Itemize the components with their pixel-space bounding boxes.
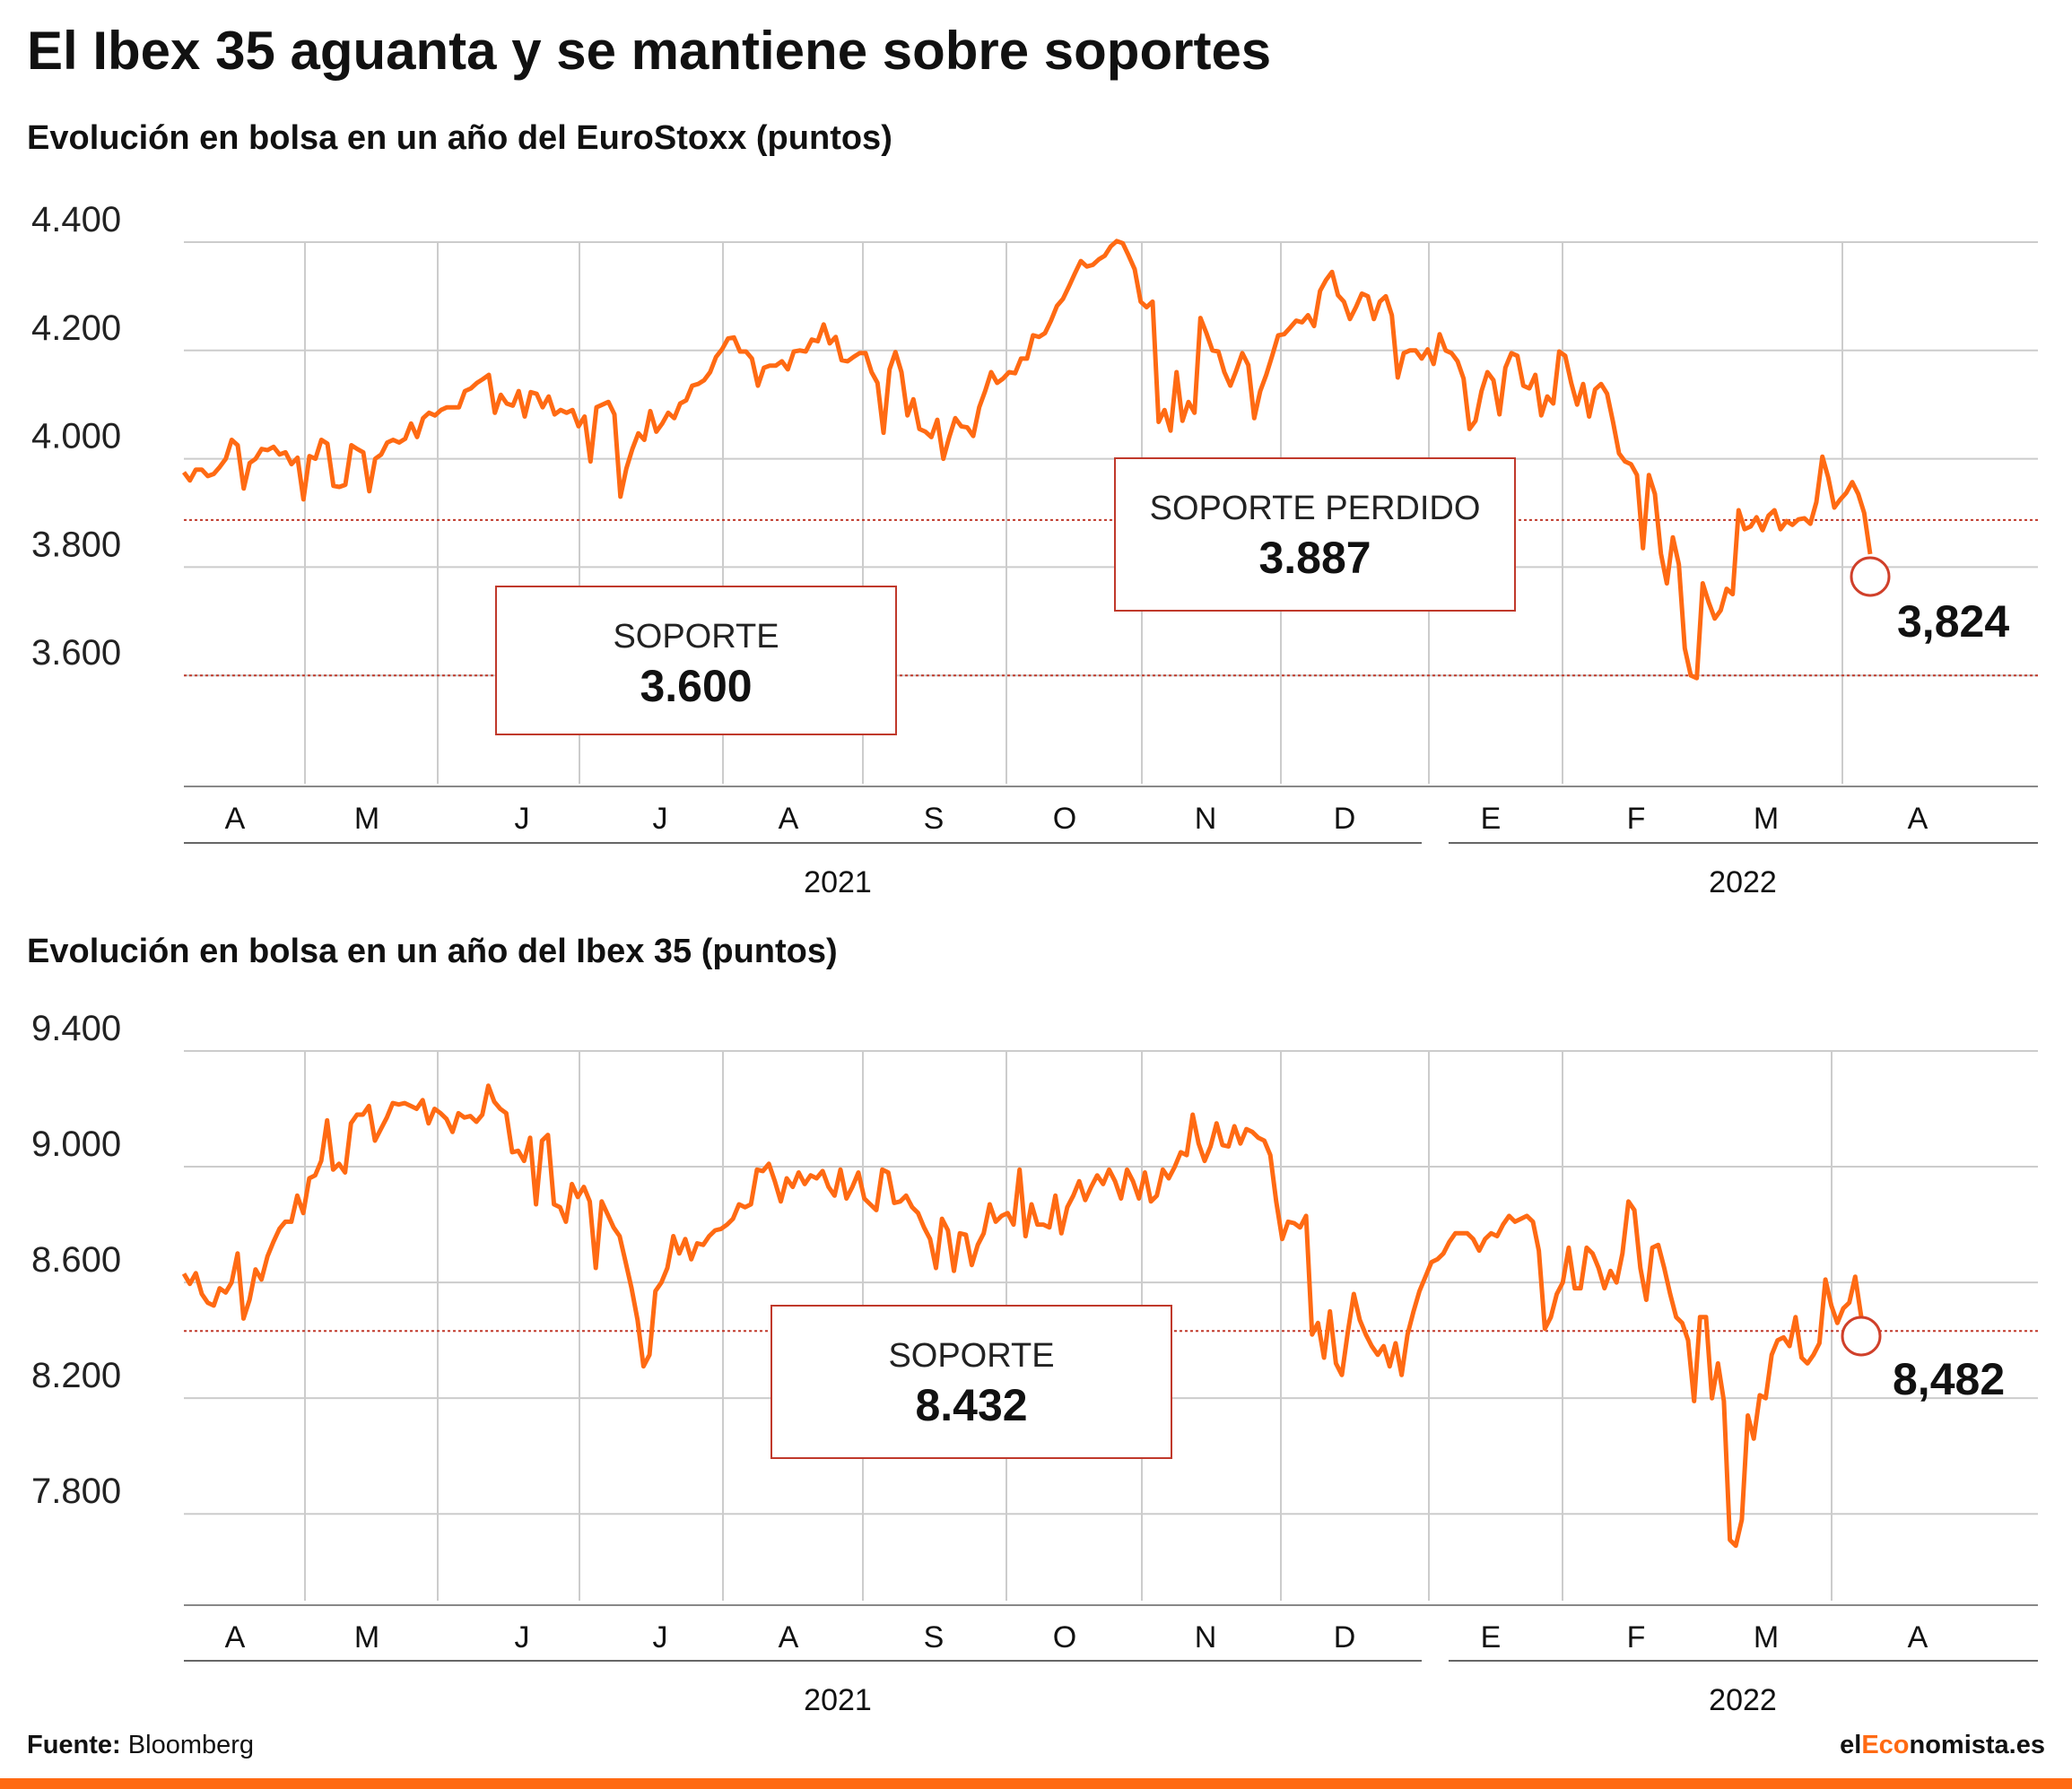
- year-label-2022: 2022: [1709, 1683, 1777, 1717]
- y-tick-label: 9.400: [31, 1009, 121, 1048]
- last-value-label: 8,482: [1893, 1354, 2005, 1404]
- month-label: J: [515, 802, 530, 836]
- bottom-accent-bar: [0, 1778, 2072, 1789]
- month-label: N: [1195, 802, 1217, 836]
- chart-title: El Ibex 35 aguanta y se mantiene sobre s…: [27, 21, 1272, 81]
- y-tick-label: 7.800: [31, 1472, 121, 1511]
- source-note: Fuente: Bloomberg: [27, 1731, 254, 1760]
- source-label: Fuente:: [27, 1731, 121, 1759]
- month-label: S: [924, 802, 945, 836]
- month-label: M: [354, 1620, 379, 1654]
- month-label: O: [1053, 1620, 1076, 1654]
- month-label: J: [515, 1620, 530, 1654]
- y-tick-label: 4.000: [31, 417, 121, 456]
- ibex-subtitle: Evolución en bolsa en un año del Ibex 35…: [27, 933, 838, 970]
- annotation-box: SOPORTE 8.432: [770, 1305, 1172, 1459]
- month-label: E: [1481, 1620, 1502, 1654]
- annotation-frame: [770, 1305, 1172, 1459]
- brand-post: nomista.es: [1909, 1731, 2046, 1759]
- month-label: A: [225, 802, 246, 836]
- year-label-2021: 2021: [804, 865, 872, 899]
- month-label: A: [779, 1620, 799, 1654]
- series-line: [181, 1083, 1864, 1549]
- annotation-box: SOPORTE PERDIDO 3.887: [1114, 457, 1516, 612]
- last-value-marker: [1850, 556, 1891, 597]
- last-value-label: 3,824: [1897, 596, 2009, 647]
- annotation-frame: [1114, 457, 1516, 612]
- month-label: M: [1754, 1620, 1779, 1654]
- month-label: D: [1334, 802, 1356, 836]
- series-line: [181, 239, 1873, 681]
- month-label: O: [1053, 802, 1076, 836]
- annotation-value: 8.432: [915, 1380, 1027, 1430]
- month-label: S: [924, 1620, 945, 1654]
- month-label: N: [1195, 1620, 1217, 1654]
- month-label: J: [653, 1620, 668, 1654]
- eurostoxx-subtitle: Evolución en bolsa en un año del EuroSto…: [27, 119, 892, 157]
- month-label: D: [1334, 1620, 1356, 1654]
- y-tick-label: 3.800: [31, 525, 121, 564]
- month-label: F: [1627, 802, 1646, 836]
- y-tick-label: 4.400: [31, 200, 121, 239]
- last-value-marker: [1841, 1316, 1882, 1357]
- y-tick-label: 9.000: [31, 1125, 121, 1164]
- year-label-2021: 2021: [804, 1683, 872, 1717]
- y-tick-label: 4.200: [31, 308, 121, 348]
- month-label: A: [1908, 1620, 1928, 1654]
- annotation-value: 3.600: [640, 661, 752, 711]
- annotation-label: SOPORTE: [613, 618, 779, 656]
- annotation-label: SOPORTE PERDIDO: [1150, 490, 1481, 527]
- annotation-value: 3.887: [1258, 533, 1371, 583]
- brand-accent: Eco: [1861, 1731, 1910, 1759]
- source-value: Bloomberg: [127, 1731, 255, 1759]
- annotation-frame: [495, 586, 897, 735]
- month-label: A: [1908, 802, 1928, 836]
- month-label: M: [1754, 802, 1779, 836]
- y-tick-label: 3.600: [31, 633, 121, 673]
- month-label: F: [1627, 1620, 1646, 1654]
- y-tick-label: 8.600: [31, 1240, 121, 1280]
- month-label: A: [225, 1620, 246, 1654]
- brand-logo: elEconomista.es: [1840, 1731, 2045, 1760]
- year-label-2022: 2022: [1709, 865, 1777, 899]
- month-label: E: [1481, 802, 1502, 836]
- annotation-box: SOPORTE 3.600: [495, 586, 897, 735]
- annotation-label: SOPORTE: [888, 1337, 1054, 1375]
- month-label: A: [779, 802, 799, 836]
- month-label: M: [354, 802, 379, 836]
- month-label: J: [653, 802, 668, 836]
- brand-pre: el: [1840, 1731, 1862, 1759]
- y-tick-label: 8.200: [31, 1356, 121, 1395]
